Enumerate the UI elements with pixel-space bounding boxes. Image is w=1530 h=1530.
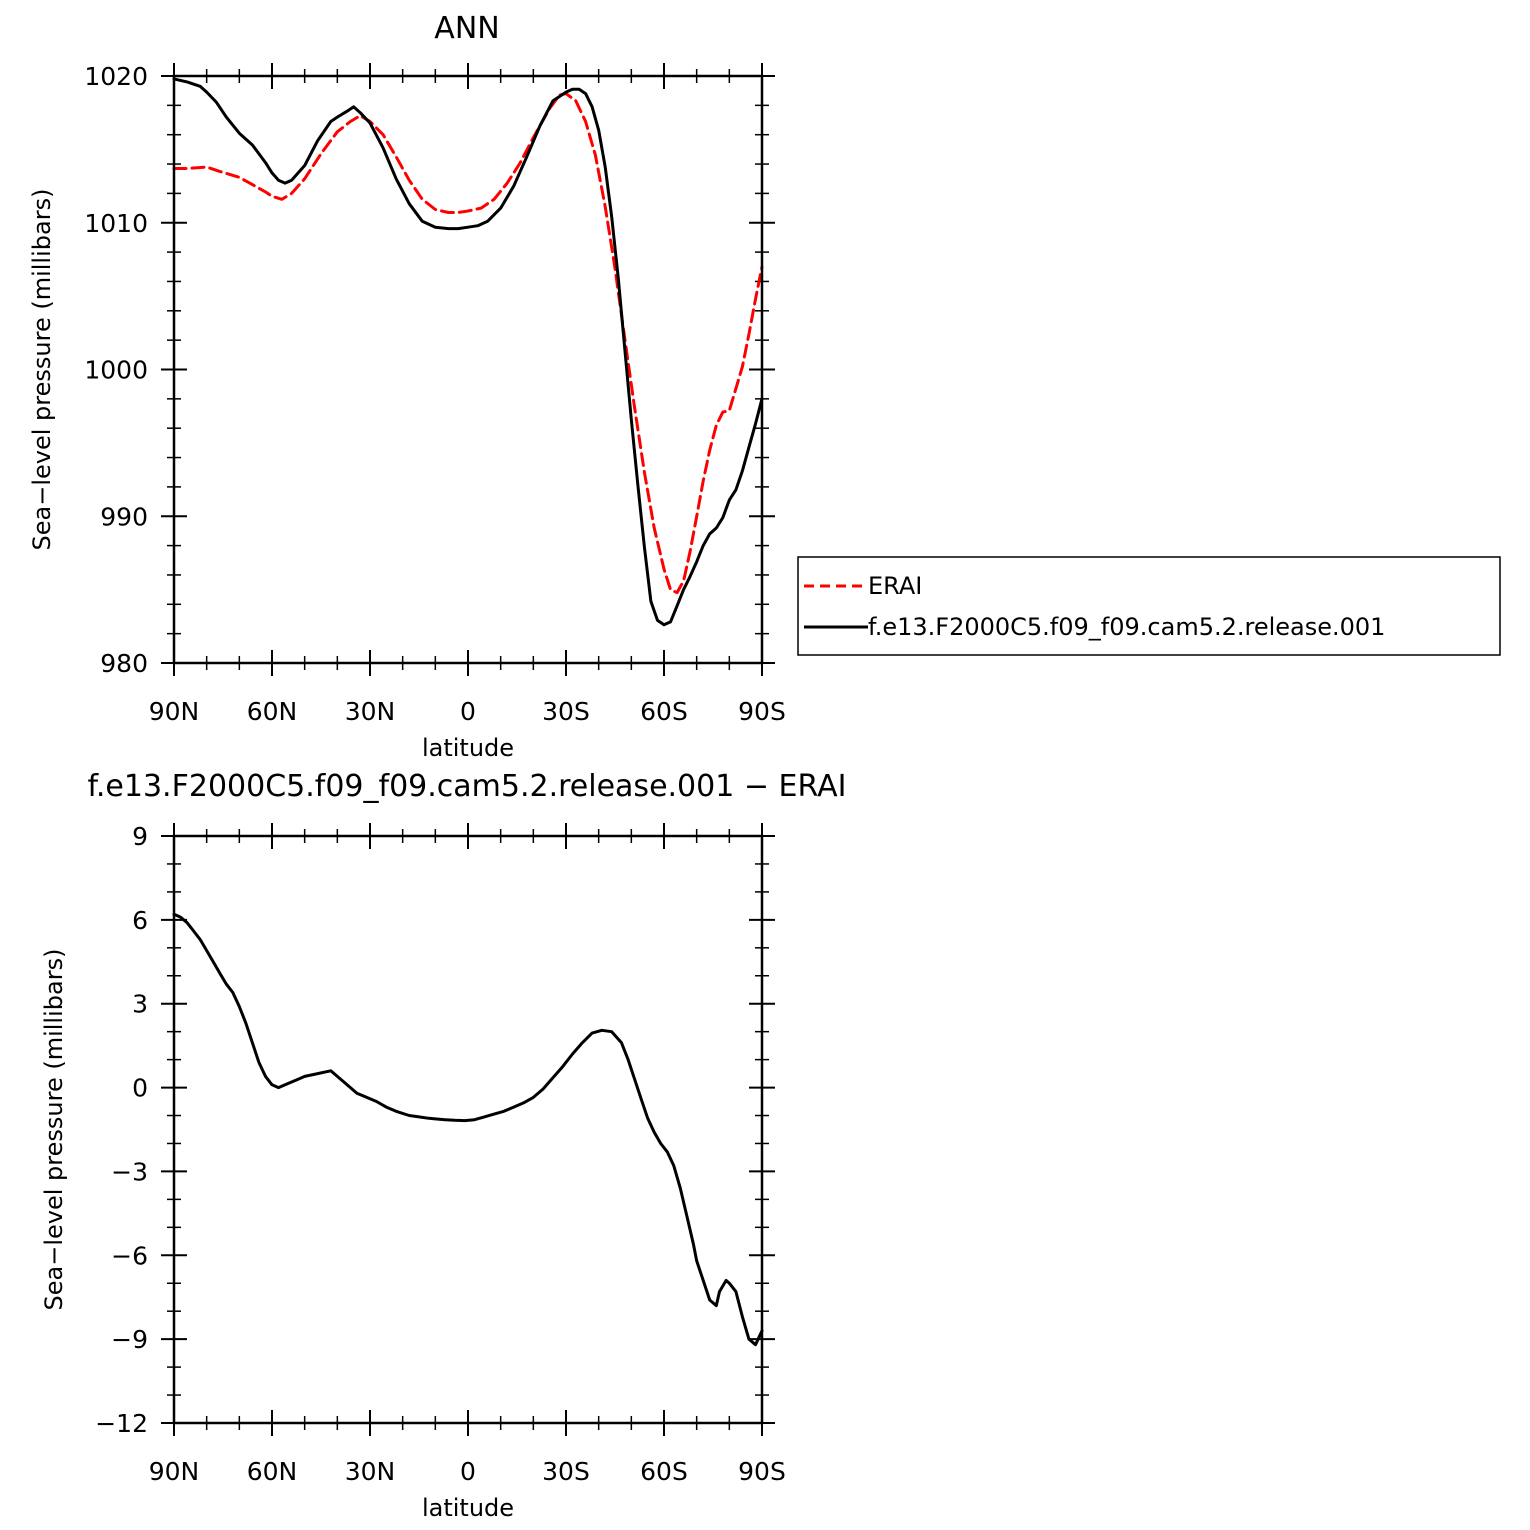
bottom-plot-frame (172, 834, 764, 1425)
y-tick-label: 1020 (84, 62, 148, 91)
top-plot-frame (172, 74, 764, 665)
top-x-axis-label: latitude (422, 734, 514, 762)
x-tick-label: 60S (640, 697, 688, 726)
series-line-model (172, 912, 764, 1347)
y-tick-label: 980 (100, 649, 148, 678)
y-tick-label: 1000 (84, 356, 148, 385)
x-tick-label: 60S (640, 1457, 688, 1486)
top-chart-title: ANN (434, 11, 499, 46)
top-panel: ANN 90N 60N 30N 0 30S 60S 90S 980 990 1000 1010 10… (28, 11, 786, 762)
x-tick-label: 90N (149, 1457, 200, 1486)
y-tick-label: −12 (95, 1409, 148, 1438)
legend-label-model: f.e13.F2000C5.f09_f09.cam5.2.release.001 (868, 613, 1385, 641)
x-tick-label: 90S (738, 697, 786, 726)
x-tick-label: 0 (460, 697, 476, 726)
x-tick-label: 30S (542, 697, 590, 726)
y-tick-label: 1010 (84, 209, 148, 238)
x-tick-label: 90S (738, 1457, 786, 1486)
bottom-y-tick-labels: −12 −9 −6 −3 0 3 6 9 (95, 822, 148, 1438)
bottom-chart-title: f.e13.F2000C5.f09_f09.cam5.2.release.001… (88, 769, 847, 804)
top-minor-ticks (167, 69, 769, 670)
legend-label-erai: ERAI (868, 572, 922, 600)
bottom-x-axis-label: latitude (422, 1494, 514, 1522)
legend-box (797, 556, 1501, 656)
x-tick-label: 60N (247, 1457, 298, 1486)
x-tick-label: 30N (345, 697, 396, 726)
bottom-major-ticks (161, 823, 775, 1436)
x-tick-label: 90N (149, 697, 200, 726)
y-tick-label: 6 (132, 906, 148, 935)
legend: ERAI f.e13.F2000C5.f09_f09.cam5.2.releas… (797, 556, 1501, 656)
y-tick-label: 990 (100, 502, 148, 531)
top-series-layer (172, 77, 764, 627)
top-x-tick-labels: 90N 60N 30N 0 30S 60S 90S (149, 697, 786, 726)
top-y-tick-labels: 980 990 1000 1010 1020 (84, 62, 148, 678)
y-tick-label: −6 (111, 1241, 148, 1270)
y-tick-label: −3 (111, 1157, 148, 1186)
bottom-y-axis-label: Sea−level pressure (millibars) (40, 949, 68, 1311)
bottom-panel: f.e13.F2000C5.f09_f09.cam5.2.release.001… (40, 769, 846, 1522)
top-y-axis-label: Sea−level pressure (millibars) (28, 189, 56, 551)
x-tick-label: 30S (542, 1457, 590, 1486)
y-tick-label: −9 (111, 1325, 148, 1354)
series-line-model (172, 77, 764, 627)
bottom-x-tick-labels: 90N 60N 30N 0 30S 60S 90S (149, 1457, 786, 1486)
x-tick-label: 0 (460, 1457, 476, 1486)
bottom-series-layer (172, 912, 764, 1347)
y-tick-label: 0 (132, 1074, 148, 1103)
x-tick-label: 60N (247, 697, 298, 726)
y-tick-label: 9 (132, 822, 148, 851)
bottom-minor-ticks (167, 829, 769, 1430)
y-tick-label: 3 (132, 990, 148, 1019)
x-tick-label: 30N (345, 1457, 396, 1486)
series-line-erai (172, 92, 764, 595)
